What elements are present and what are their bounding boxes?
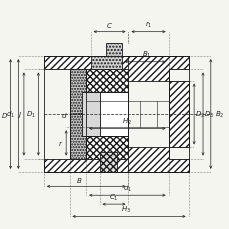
Text: $D_3$: $D_3$: [203, 109, 213, 120]
Polygon shape: [69, 70, 99, 159]
Text: $B_1$: $B_1$: [141, 50, 150, 60]
Text: $B$: $B$: [76, 175, 82, 184]
Text: $C$: $C$: [106, 21, 112, 30]
Text: $C_1$: $C_1$: [109, 192, 118, 202]
Text: $J$: $J$: [16, 109, 22, 120]
Polygon shape: [128, 57, 188, 81]
Text: $D_2$: $D_2$: [194, 109, 204, 120]
Polygon shape: [44, 159, 188, 172]
Text: $D_1$: $D_1$: [26, 109, 36, 120]
Polygon shape: [99, 77, 128, 152]
Text: $H_3$: $H_3$: [121, 204, 131, 214]
Text: $d_1$: $d_1$: [6, 109, 15, 120]
Text: $r_1$: $r_1$: [144, 20, 152, 30]
Text: $d_1$: $d_1$: [122, 183, 131, 193]
Text: $B_2$: $B_2$: [214, 109, 224, 120]
Text: $H_2$: $H_2$: [122, 117, 132, 127]
Polygon shape: [128, 148, 188, 172]
Text: $d$: $d$: [60, 110, 67, 119]
Polygon shape: [69, 70, 86, 159]
Polygon shape: [44, 57, 188, 70]
Polygon shape: [168, 81, 188, 148]
Polygon shape: [99, 152, 117, 172]
Polygon shape: [86, 137, 128, 159]
Text: $D$: $D$: [1, 110, 8, 119]
Polygon shape: [90, 44, 121, 70]
Text: $r$: $r$: [57, 139, 63, 148]
Polygon shape: [86, 70, 128, 92]
Polygon shape: [168, 81, 188, 148]
